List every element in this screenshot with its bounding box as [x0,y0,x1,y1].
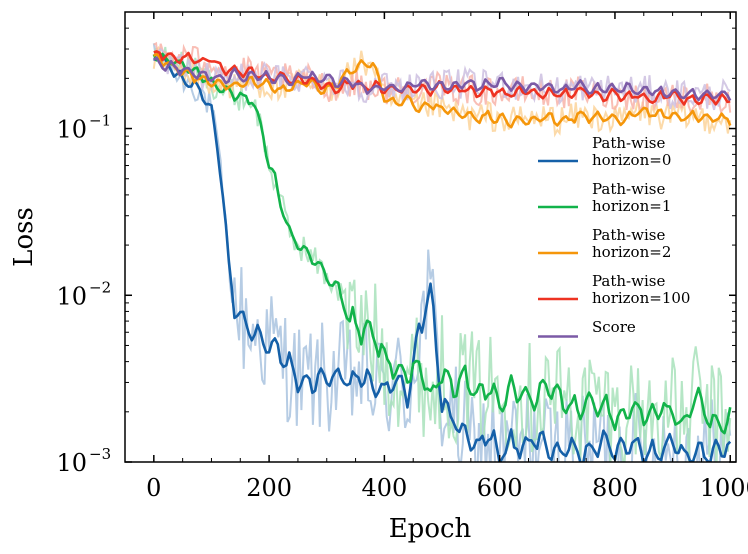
legend-label-path-wise-horizon-0: Path-wise horizon=0 [592,134,671,169]
y-tick-exponent: −2 [89,278,111,296]
y-tick-label: 10 [56,449,87,477]
legend-label-line: Path-wise [592,180,665,198]
raw-trace-path-wise-horizon-1 [152,46,732,462]
x-tick-label: 600 [477,474,523,502]
x-axis-title: Epoch [389,514,472,544]
legend-label-line: horizon=100 [592,289,690,307]
legend-label-path-wise-horizon-2: Path-wise horizon=2 [592,226,671,261]
legend-label-line: Path-wise [592,134,665,152]
y-tick-label: 10 [56,282,87,310]
legend-label-line: Score [592,318,636,336]
y-axis-title: Loss [9,207,39,267]
legend-label-path-wise-horizon-100: Path-wise horizon=100 [592,272,690,307]
series-line-path-wise-horizon-1 [152,52,732,435]
legend-label-line: horizon=1 [592,197,671,215]
series-line-path-wise-horizon-0 [153,54,732,462]
x-tick-label: 400 [361,474,407,502]
series-line-score [153,56,732,102]
legend-label-line: horizon=2 [592,243,671,261]
x-tick-label: 0 [146,474,161,502]
y-tick-exponent: −3 [89,445,111,463]
y-tick-exponent: −1 [89,112,111,130]
legend-label-line: Path-wise [592,226,665,244]
y-tick-label: 10 [56,116,87,144]
legend-label-path-wise-horizon-1: Path-wise horizon=1 [592,180,671,215]
x-tick-label: 800 [592,474,638,502]
plot-frame [124,11,737,463]
x-tick-label: 1000 [700,474,748,502]
legend-label-score: Score [592,318,636,336]
legend-label-line: horizon=0 [592,151,671,169]
legend-label-line: Path-wise [592,272,665,290]
series-line-path-wise-horizon-2 [153,52,732,129]
x-tick-label: 200 [246,474,292,502]
